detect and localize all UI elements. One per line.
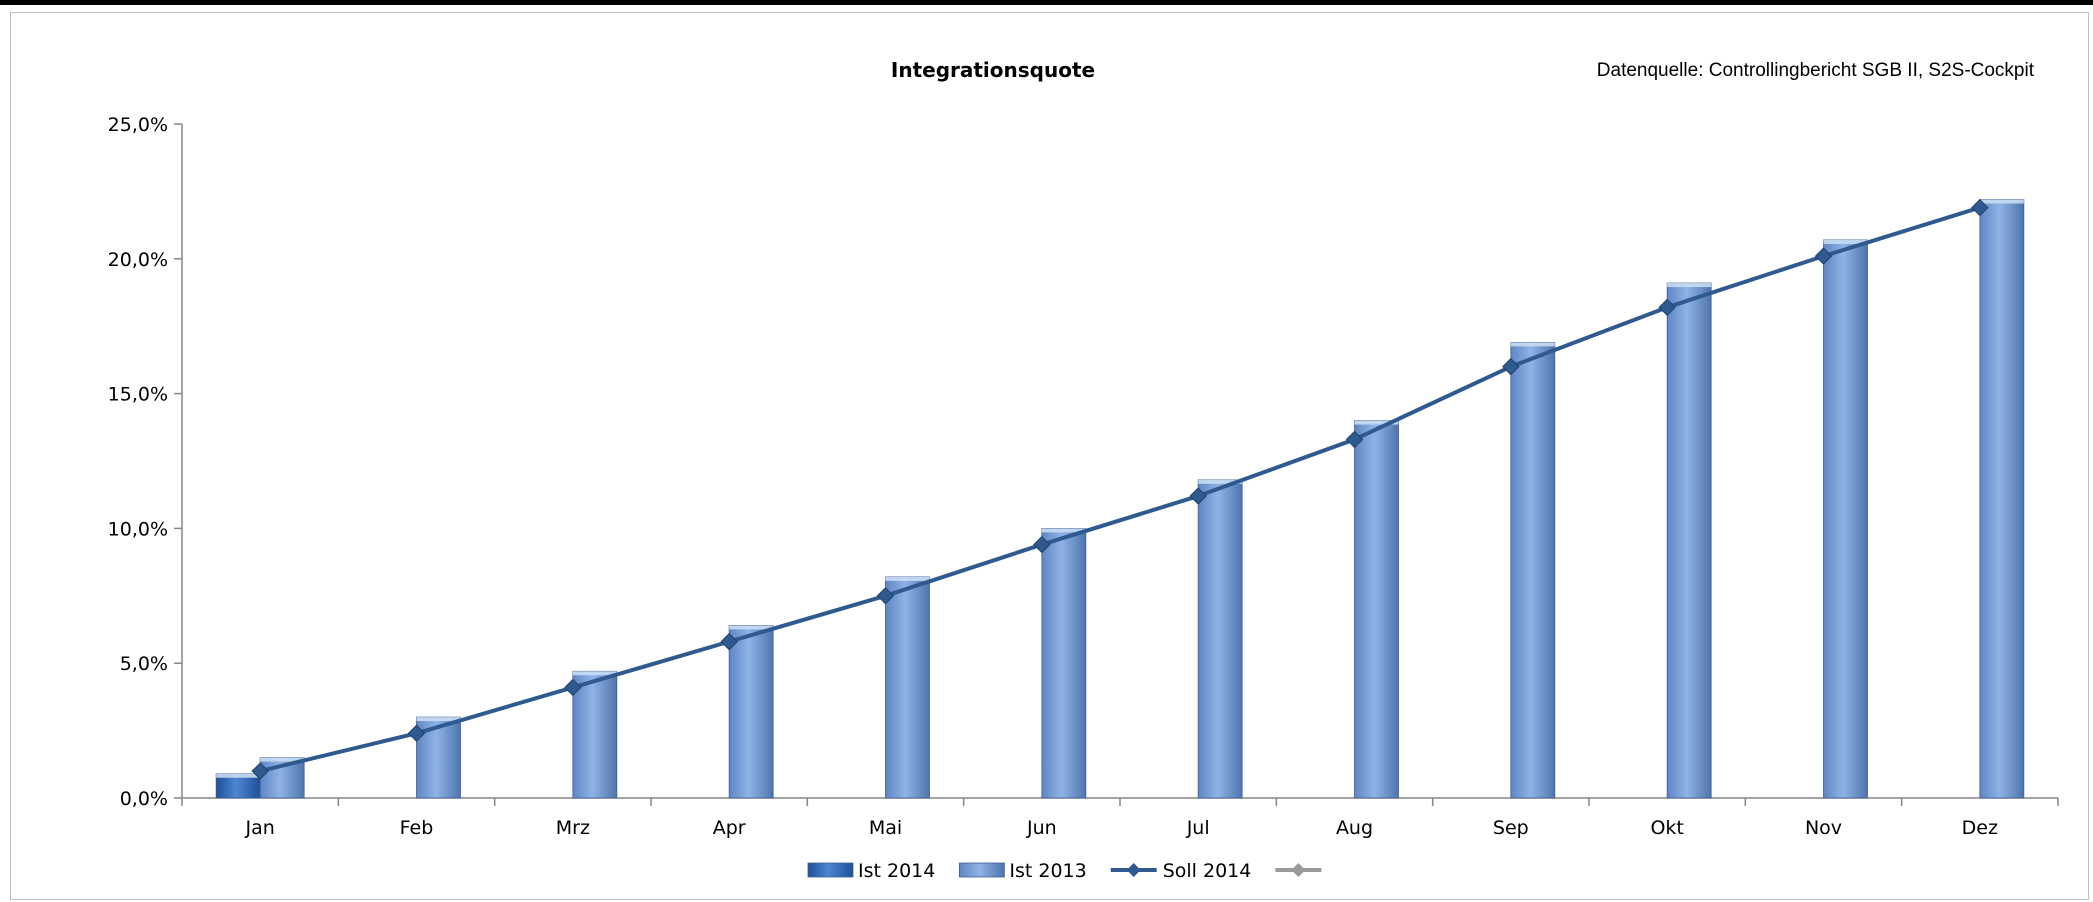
bar-top-highlight xyxy=(216,773,261,778)
bar-top-highlight xyxy=(1667,283,1712,288)
y-tick-label: 20,0% xyxy=(108,249,168,271)
soll-2014-point xyxy=(1814,247,1833,265)
soll-2014-point xyxy=(1033,535,1051,554)
legend-marker xyxy=(1126,863,1141,877)
soll-2014-point xyxy=(1345,430,1364,449)
y-tick-label: 0,0% xyxy=(120,788,168,810)
bar-ist-2013 xyxy=(1354,420,1399,799)
y-tick-label: 25,0% xyxy=(108,114,168,136)
bar-top-highlight xyxy=(260,757,305,762)
legend: Ist 2014 Ist 2013 Soll 2014 xyxy=(807,860,1322,882)
legend-label-ist-2014: Ist 2014 xyxy=(858,860,935,882)
bar-ist-2013 xyxy=(885,576,930,799)
x-tick-label: Jun xyxy=(1026,817,1057,839)
chart-title: Integrationsquote xyxy=(891,58,1095,82)
x-tick-label: Feb xyxy=(400,817,434,839)
bar-ist-2013 xyxy=(1666,282,1712,799)
bar-ist-2013 xyxy=(572,670,618,799)
bar-top-highlight xyxy=(416,717,461,722)
bar-ist-2013 xyxy=(728,625,774,799)
soll-2014-point xyxy=(1971,198,1989,217)
top-rule xyxy=(0,0,2093,5)
x-tick-label: Sep xyxy=(1493,817,1529,839)
soll-2014-point xyxy=(407,724,426,743)
bar-top-highlight xyxy=(885,576,930,581)
line-soll-2014 xyxy=(259,205,1981,773)
soll-2014-point xyxy=(1502,357,1520,376)
y-tick-label: 5,0% xyxy=(120,653,168,675)
bar-top-highlight xyxy=(1510,342,1555,347)
legend-label-soll-2014: Soll 2014 xyxy=(1163,860,1252,882)
x-tick-label: Mai xyxy=(869,817,902,839)
source-note: Datenquelle: Controllingbericht SGB II, … xyxy=(1597,60,2035,81)
soll-2014-point xyxy=(564,678,582,697)
bar-ist-2013 xyxy=(416,716,461,799)
x-tick-label: Apr xyxy=(713,817,746,839)
chart-frame xyxy=(10,12,2089,900)
legend-swatch-ist-2013 xyxy=(958,862,1005,878)
x-tick-label: Dez xyxy=(1962,817,1998,839)
legend-label-ist-2013: Ist 2013 xyxy=(1009,860,1086,882)
x-tick-label: Jul xyxy=(1186,817,1210,839)
soll-2014-point xyxy=(876,587,895,605)
x-tick-label: Nov xyxy=(1805,817,1842,839)
x-tick-label: Okt xyxy=(1650,817,1683,839)
x-tick-label: Aug xyxy=(1336,817,1373,839)
bar-ist-2013 xyxy=(1510,341,1556,799)
x-tick-label: Mrz xyxy=(556,817,590,839)
axes: 0,0% 5,0% 10,0% 15,0% 20,0% 25,0% Jan Feb Mrz Apr… xyxy=(108,114,2059,839)
bar-top-highlight xyxy=(1041,528,1086,533)
legend-swatch-ist-2014 xyxy=(807,862,854,878)
soll-2014-point xyxy=(1189,487,1207,505)
soll-2014-point xyxy=(251,762,269,780)
bar-ist-2013 xyxy=(1823,239,1868,799)
bar-top-highlight xyxy=(1354,420,1399,425)
y-tick-label: 10,0% xyxy=(108,518,168,540)
lines xyxy=(251,198,1989,780)
bar-top-highlight xyxy=(1198,479,1243,484)
bar-top-highlight xyxy=(1979,199,2024,204)
soll-2014-point xyxy=(720,632,738,651)
y-tick-label: 15,0% xyxy=(108,384,168,406)
bar-ist-2013 xyxy=(1979,199,2025,799)
bar-ist-2013 xyxy=(1197,479,1243,799)
bar-top-highlight xyxy=(572,671,617,676)
bars xyxy=(215,199,2025,799)
bar-ist-2013 xyxy=(1041,528,1087,799)
bar-top-highlight xyxy=(729,625,774,630)
bar-top-highlight xyxy=(1823,239,1868,244)
legend-marker xyxy=(1291,863,1306,877)
soll-2014-point xyxy=(1658,298,1676,317)
x-tick-label: Jan xyxy=(245,817,275,839)
